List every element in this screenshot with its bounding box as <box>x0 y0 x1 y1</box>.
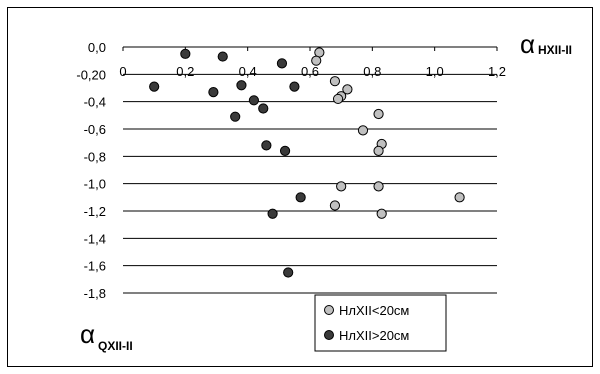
point-small <box>311 55 322 66</box>
y-tick-label: -0,4 <box>84 95 106 110</box>
point-small <box>454 192 465 203</box>
point-large <box>283 267 294 278</box>
point-large <box>267 208 278 219</box>
point-small <box>329 76 341 87</box>
point-large <box>248 95 259 106</box>
point-large <box>236 80 247 91</box>
legend-box <box>314 294 447 352</box>
legend: НлXII<20см НлXII>20см <box>314 294 447 352</box>
legend-swatch-large <box>324 330 334 340</box>
y-tick-label: -1,0 <box>84 177 106 192</box>
y-tick-label: -0,6 <box>84 122 106 137</box>
x-axis-title: α HXII-II <box>520 29 572 59</box>
x-axis-subscript: HXII-II <box>538 43 572 57</box>
point-large <box>180 48 191 59</box>
point-small <box>336 181 347 192</box>
x-tick-labels: 0 0,2 0,4 0,6 0,8 1,0 1,2 <box>119 47 506 79</box>
point-large <box>279 145 291 156</box>
point-large <box>289 81 300 92</box>
point-large <box>258 103 269 114</box>
legend-label-small: НлXII<20см <box>339 303 409 318</box>
point-large <box>261 140 272 151</box>
x-tick-label: 1,0 <box>426 64 444 79</box>
legend-swatch-small <box>324 305 334 315</box>
y-tick-label: -1,4 <box>84 231 106 246</box>
point-large <box>217 51 228 62</box>
point-small <box>332 93 344 105</box>
data-points <box>149 47 465 278</box>
point-small <box>357 125 369 136</box>
y-tick-labels: 0,0 -0,20 -0,4 -0,6 -0,8 -1,0 -1,2 -1,4 -1,6 -1,8 <box>76 40 106 301</box>
y-tick-label: -0,20 <box>76 67 106 82</box>
x-tick-label: 0,4 <box>239 64 257 79</box>
x-tick-label: 1,2 <box>488 64 506 79</box>
x-tick-label: 0,6 <box>301 64 319 79</box>
point-small <box>342 84 353 95</box>
point-large <box>276 58 288 69</box>
x-tick-label: 0,2 <box>176 64 194 79</box>
y-axis-symbol: α <box>80 319 95 349</box>
legend-label-large: НлXII>20см <box>339 328 409 343</box>
y-tick-label: -0,8 <box>84 149 106 164</box>
point-small <box>373 181 384 192</box>
grid-lines <box>123 46 497 294</box>
x-tick-label: 0,8 <box>363 64 381 79</box>
x-axis-symbol: α <box>520 29 535 59</box>
point-small <box>373 145 384 156</box>
y-tick-label: -1,2 <box>84 204 106 219</box>
y-axis-subscript: QXII-II <box>98 339 133 353</box>
point-small <box>329 200 341 211</box>
y-axis-title: α QXII-II <box>80 319 133 353</box>
point-large <box>149 81 160 92</box>
y-tick-label: -1,8 <box>84 286 106 301</box>
point-large <box>230 111 241 122</box>
point-small <box>376 208 387 219</box>
y-tick-label: 0,0 <box>88 40 106 55</box>
point-large <box>295 192 306 203</box>
x-tick-label: 0 <box>119 64 126 79</box>
point-small <box>373 108 384 120</box>
point-large <box>208 87 219 98</box>
chart-frame <box>7 7 593 367</box>
y-tick-label: -1,6 <box>84 259 106 274</box>
